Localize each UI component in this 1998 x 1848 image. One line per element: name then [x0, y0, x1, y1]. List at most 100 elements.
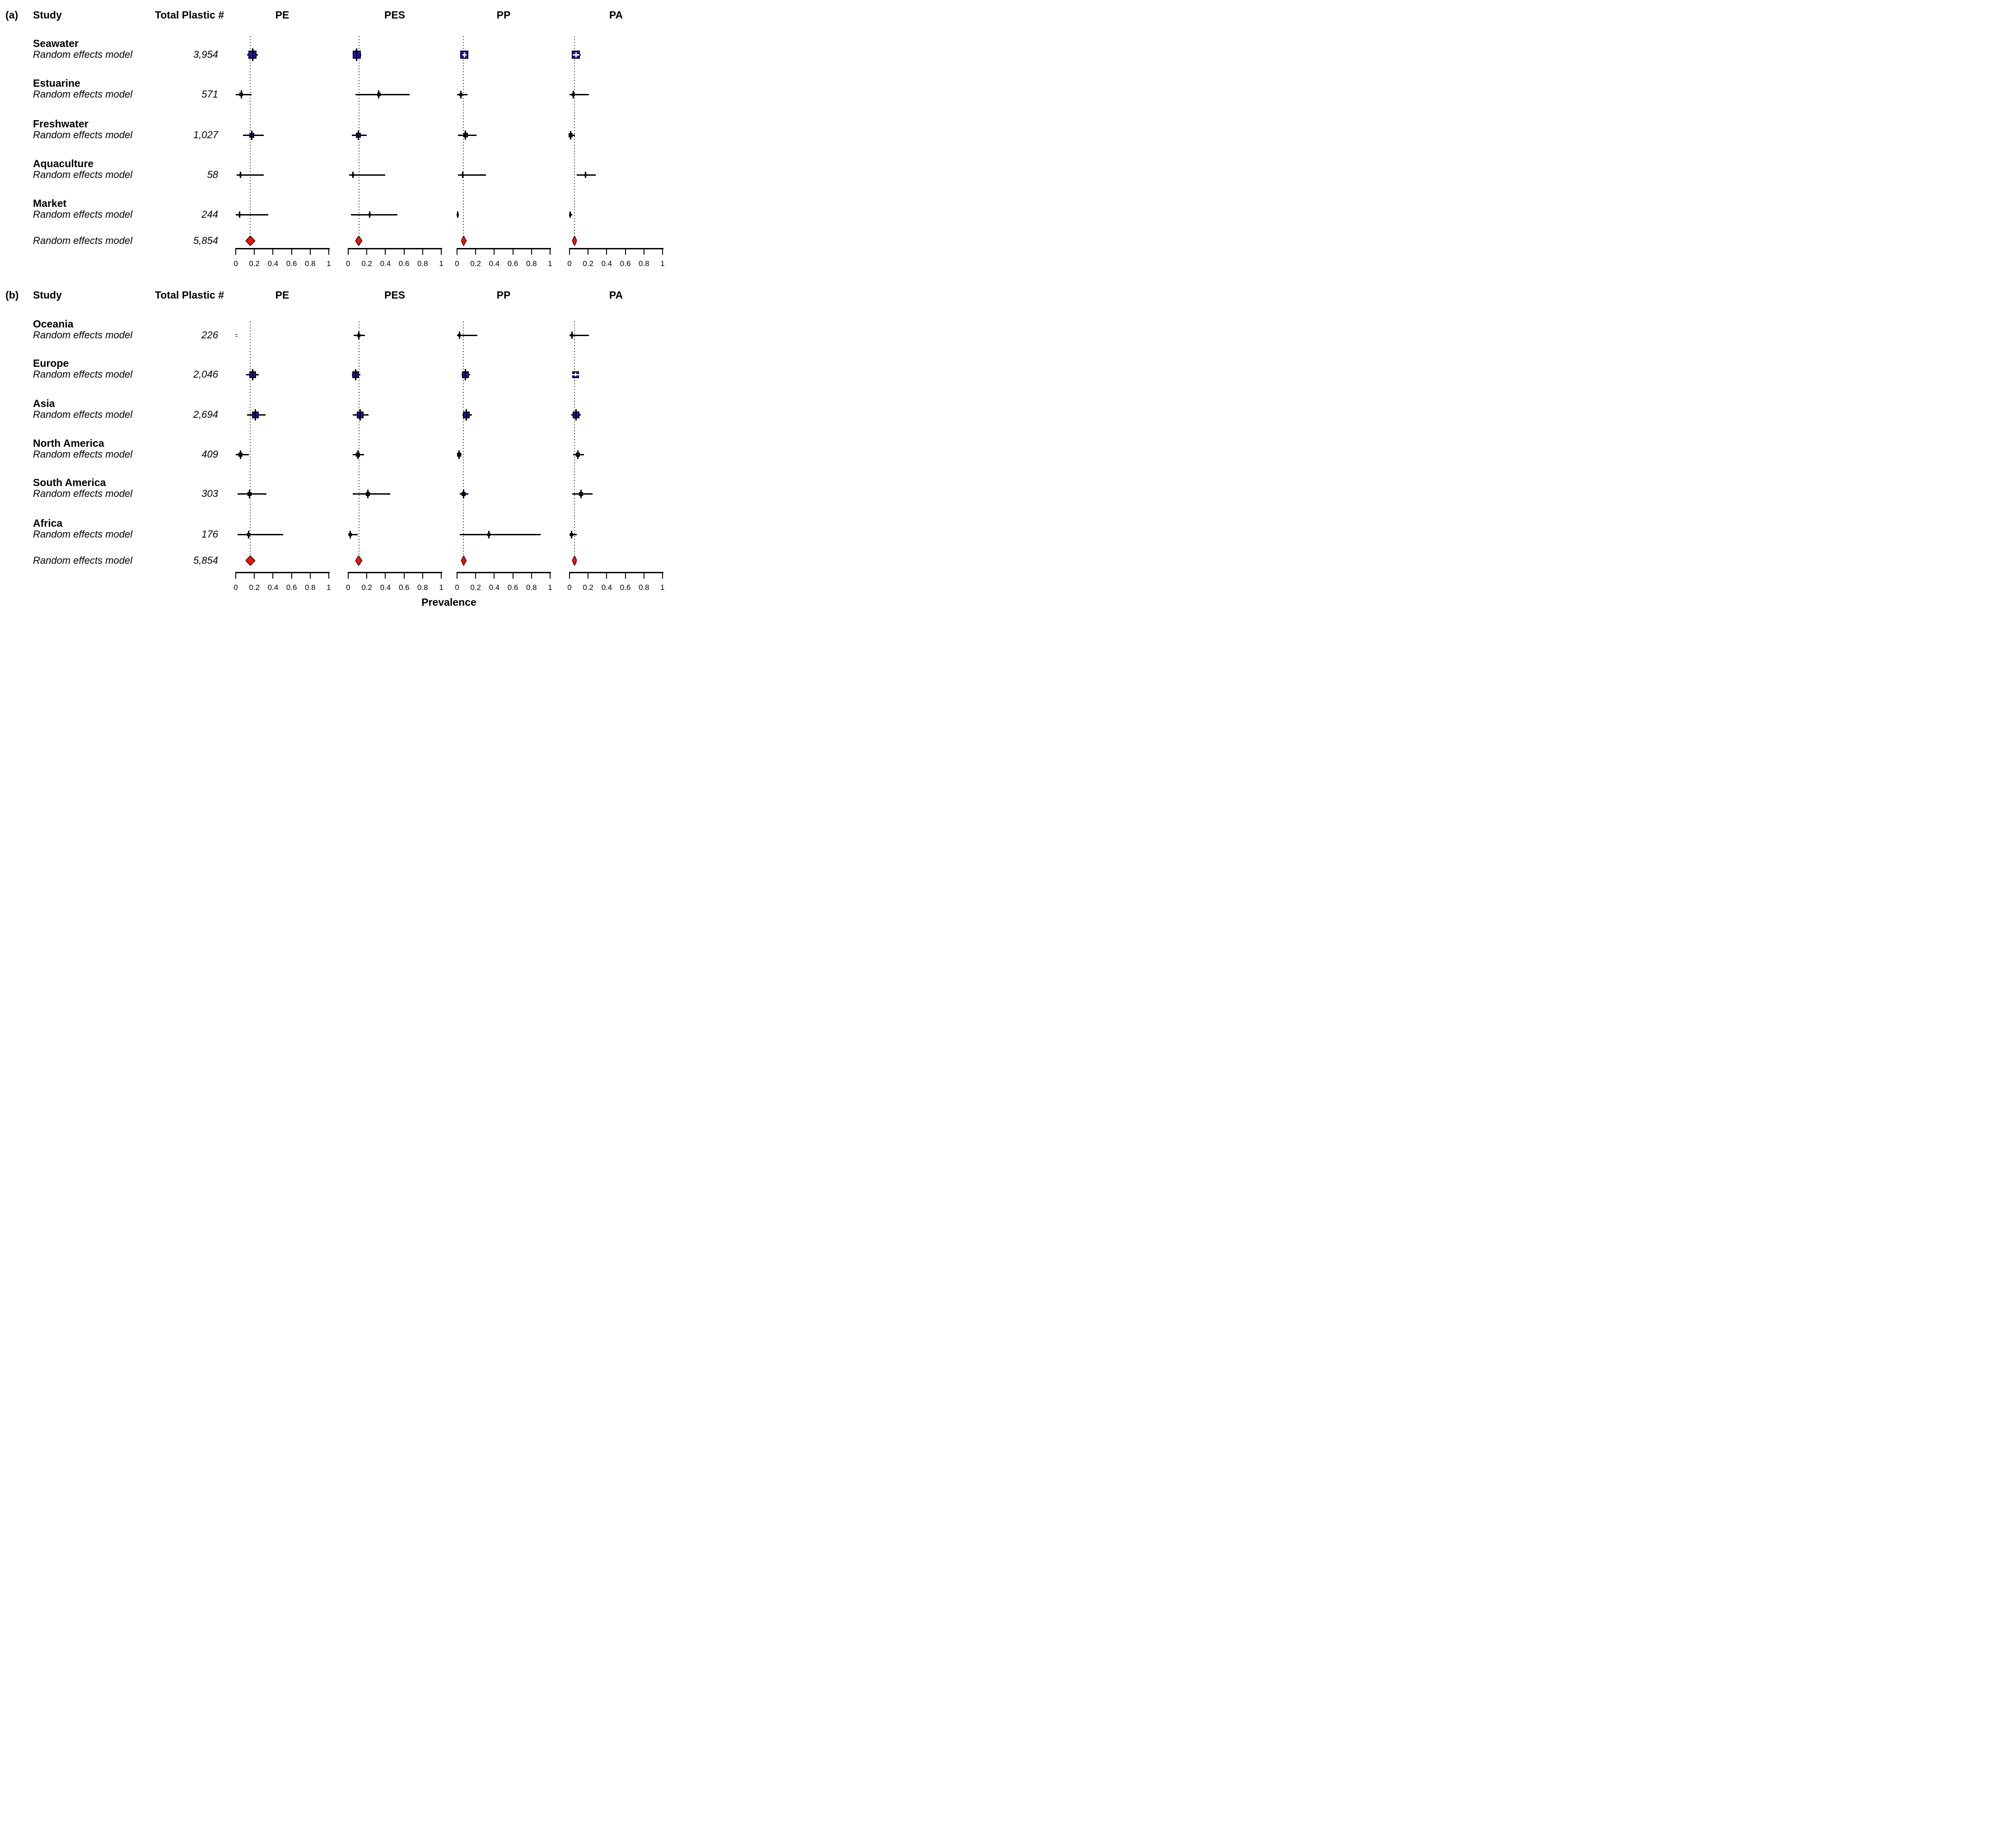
model-label: Random effects model: [33, 329, 133, 341]
column-header-pa: PA: [609, 9, 623, 21]
axis-tick-label: 0.8: [526, 259, 537, 268]
axis-tick: [422, 573, 423, 579]
estimate-dot: [351, 173, 354, 177]
ci-line: [238, 493, 266, 495]
ci-line-inner: [234, 334, 238, 336]
axis-tick-label: 0.6: [507, 583, 518, 592]
study-name: South America: [33, 477, 106, 488]
axis-tick-label: 0.6: [398, 583, 410, 592]
model-label: Random effects model: [33, 169, 133, 180]
axis-tick: [291, 249, 292, 255]
axis-tick-label: 0.8: [417, 259, 428, 268]
panel-a: (a) Study Total Plastic # PE PES PP PA 0…: [0, 0, 666, 616]
axis-tick: [309, 249, 311, 255]
axis-tick: [309, 573, 311, 579]
ci-line: [457, 334, 478, 336]
overall-diamond: [245, 555, 256, 566]
panel-b: (b) Study Total Plastic # PE PES PP PA 0…: [0, 0, 666, 616]
axis-tick-label: 0: [567, 259, 572, 268]
axis-line: [569, 248, 663, 249]
estimate-tick: [488, 530, 490, 538]
study-name: Market: [33, 197, 67, 209]
axis-tick: [235, 573, 236, 579]
panel-b-letter: (b): [5, 289, 19, 301]
axis-tick-label: 0: [346, 259, 350, 268]
axis-tick-label: 0: [346, 583, 350, 592]
axis-line: [235, 248, 330, 249]
study-name: Africa: [33, 517, 63, 529]
axis-tick-label: 0: [455, 583, 459, 592]
axis-tick-label: 0.2: [249, 583, 260, 592]
estimate-tick: [575, 409, 577, 421]
overall-total-value: 5,854: [193, 555, 218, 566]
axis-tick-label: 0.4: [267, 259, 279, 268]
axis-tick-label: 1: [660, 259, 665, 268]
axis-tick-label: 0: [455, 259, 459, 268]
estimate-dot: [461, 173, 464, 177]
model-label: Random effects model: [33, 209, 133, 220]
estimate-tick: [570, 530, 572, 538]
estimate-tick: [577, 450, 579, 459]
axis-tick-label: 1: [327, 583, 331, 592]
axis-tick: [254, 249, 255, 255]
ci-line: [353, 493, 390, 495]
overall-diamond: [461, 555, 467, 566]
overall-diamond: [355, 555, 363, 566]
axis-tick-label: 0.8: [417, 583, 428, 592]
estimate-tick: [358, 331, 360, 339]
total-plastic-column-header: Total Plastic #: [155, 9, 224, 21]
axis-tick: [625, 249, 626, 255]
study-name: Aquaculture: [33, 158, 94, 169]
axis-tick-label: 0.6: [507, 259, 518, 268]
axis-tick: [606, 249, 607, 255]
estimate-tick: [252, 369, 253, 380]
study-column-header: Study: [33, 9, 62, 21]
study-name: Estuarine: [33, 77, 80, 89]
axis-tick-label: 0.4: [380, 259, 391, 268]
axis-tick-label: 0.2: [361, 583, 372, 592]
axis-tick-label: 1: [660, 583, 665, 592]
axis-line: [235, 572, 330, 573]
axis-tick: [569, 249, 570, 255]
axis-tick-label: 0.6: [286, 259, 297, 268]
overall-total-value: 5,854: [193, 235, 218, 246]
axis-tick: [475, 249, 476, 255]
ci-line: [236, 94, 252, 95]
axis-tick-label: 0: [567, 583, 572, 592]
axis-line: [348, 248, 442, 249]
axis-tick: [512, 573, 514, 579]
axis-tick-label: 1: [439, 583, 443, 592]
axis-tick: [441, 573, 442, 579]
total-plastic-value: 176: [201, 529, 218, 540]
study-name: Seawater: [33, 37, 79, 49]
axis-tick-label: 0: [233, 583, 238, 592]
dotted-refline: [250, 322, 251, 566]
total-plastic-value: 571: [201, 89, 218, 100]
model-label: Random effects model: [33, 49, 133, 60]
ci-line: [351, 214, 398, 215]
axis-tick: [662, 249, 663, 255]
x-axis-label: Prevalence: [421, 596, 476, 608]
axis-tick: [475, 573, 476, 579]
axis-tick-label: 1: [548, 259, 552, 268]
estimate-tick: [460, 90, 462, 98]
estimate-tick: [356, 48, 358, 61]
axis-tick: [494, 573, 495, 579]
ci-line: [355, 94, 410, 95]
model-label: Random effects model: [33, 529, 133, 540]
total-plastic-value: 58: [207, 169, 218, 180]
estimate-tick: [465, 369, 467, 380]
axis-tick-label: 0.2: [470, 259, 481, 268]
axis-tick: [291, 573, 292, 579]
axis-tick-label: 1: [548, 583, 552, 592]
estimate-tick: [249, 489, 251, 498]
model-label: Random effects model: [33, 129, 133, 140]
study-name: Freshwater: [33, 118, 89, 130]
estimate-dot: [569, 212, 572, 217]
study-name: Europe: [33, 357, 69, 369]
dotted-refline: [463, 36, 464, 246]
axis-tick: [512, 249, 514, 255]
ci-line: [237, 174, 264, 176]
axis-tick: [550, 249, 551, 255]
dotted-refline: [463, 322, 464, 566]
